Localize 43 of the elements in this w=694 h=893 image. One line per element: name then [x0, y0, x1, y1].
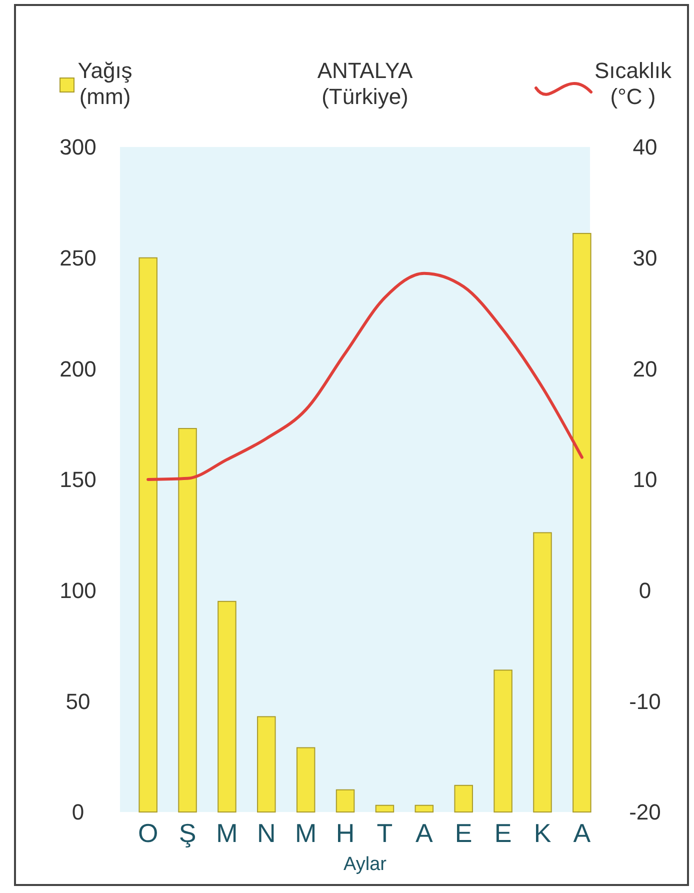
y2-tick-label: 0 [638, 578, 652, 604]
y2-tick-label: 10 [632, 467, 658, 492]
x-tick-label: E [494, 818, 512, 848]
bar [178, 428, 197, 812]
x-tick-label: H [336, 818, 355, 848]
y2-tick-label: 30 [632, 246, 658, 271]
bar [138, 257, 158, 812]
bar [533, 532, 552, 812]
y-tick-label: 250 [60, 246, 96, 271]
y2-tick-label: 20 [632, 356, 658, 382]
x-tick-label: A [415, 818, 434, 848]
line-series [146, 272, 584, 481]
y-tick-label: 300 [60, 134, 96, 160]
chart-title: ANTALYA (Türkiye) [317, 58, 414, 109]
y2-tick-label: -10 [629, 688, 661, 714]
x-tick-label: O [138, 818, 158, 848]
y-tick-label: 0 [72, 800, 84, 825]
legend-label: Yağış (mm) [78, 58, 132, 109]
bar [494, 670, 512, 812]
y-tick-label: 200 [60, 356, 96, 382]
x-tick-label: E [454, 818, 472, 848]
bar [375, 804, 394, 812]
y-tick-label: 150 [60, 467, 96, 492]
x-tick-label: A [573, 818, 592, 848]
y-tick-label: 100 [60, 578, 96, 604]
x-tick-label: N [257, 818, 276, 848]
y2-tick-label: -20 [629, 800, 661, 825]
x-tick-label: M [295, 818, 317, 848]
bar [218, 600, 236, 812]
bar [257, 716, 276, 812]
bar [572, 232, 592, 812]
x-tick-label: K [534, 818, 552, 848]
bar [336, 789, 355, 812]
x-tick-label: T [376, 818, 393, 848]
bar [414, 804, 434, 812]
legend-label: Sıcaklık (°C ) [594, 58, 673, 109]
y2-tick-label: 40 [632, 134, 658, 160]
bar [296, 747, 316, 812]
y-tick-label: 50 [66, 688, 90, 714]
x-tick-label: M [216, 818, 238, 848]
bar [454, 784, 473, 812]
x-tick-label: Ş [178, 818, 196, 848]
x-axis-title: Aylar [344, 854, 388, 875]
